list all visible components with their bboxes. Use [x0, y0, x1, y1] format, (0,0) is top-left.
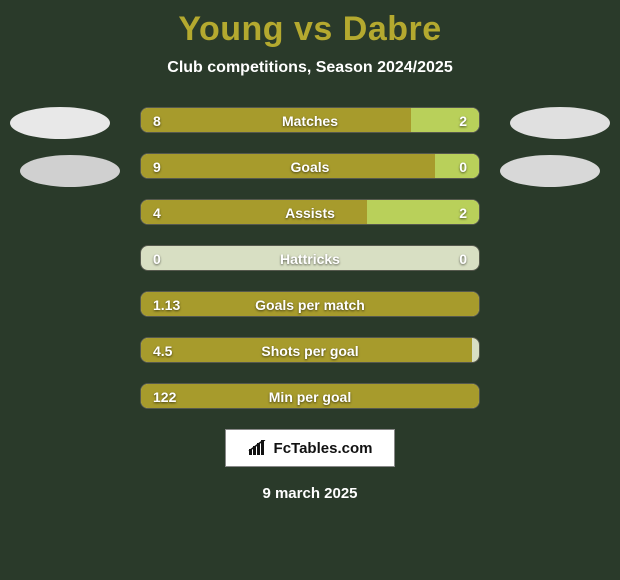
stat-row: 122Min per goal — [140, 383, 480, 409]
stat-label: Min per goal — [141, 384, 479, 409]
stat-label: Hattricks — [141, 246, 479, 271]
chart-date: 9 march 2025 — [0, 485, 620, 502]
stat-label: Goals — [141, 154, 479, 179]
stat-rows: 82Matches 90Goals 42Assists 00Hattricks 1.13… — [140, 107, 480, 409]
stat-row: 4.5Shots per goal — [140, 337, 480, 363]
stat-label: Assists — [141, 200, 479, 225]
player-a-shape-1 — [10, 107, 110, 139]
player-a-name: Young — [178, 10, 284, 48]
chart-subtitle: Club competitions, Season 2024/2025 — [0, 59, 620, 77]
vs-text: vs — [294, 10, 333, 48]
player-b-shape-1 — [510, 107, 610, 139]
chart-title: Young vs Dabre — [0, 0, 620, 49]
stat-row: 00Hattricks — [140, 245, 480, 271]
player-b-name: Dabre — [343, 10, 442, 48]
watermark-text: FcTables.com — [274, 440, 373, 457]
stat-row: 1.13Goals per match — [140, 291, 480, 317]
stat-row: 82Matches — [140, 107, 480, 133]
stat-label: Shots per goal — [141, 338, 479, 363]
stat-row: 42Assists — [140, 199, 480, 225]
player-b-shape-2 — [500, 155, 600, 187]
stat-row: 90Goals — [140, 153, 480, 179]
chart-content: 82Matches 90Goals 42Assists 00Hattricks 1.13… — [0, 107, 620, 502]
chart-icon — [248, 440, 268, 456]
stat-label: Matches — [141, 108, 479, 133]
stat-label: Goals per match — [141, 292, 479, 317]
player-a-shape-2 — [20, 155, 120, 187]
watermark-badge: FcTables.com — [225, 429, 395, 467]
